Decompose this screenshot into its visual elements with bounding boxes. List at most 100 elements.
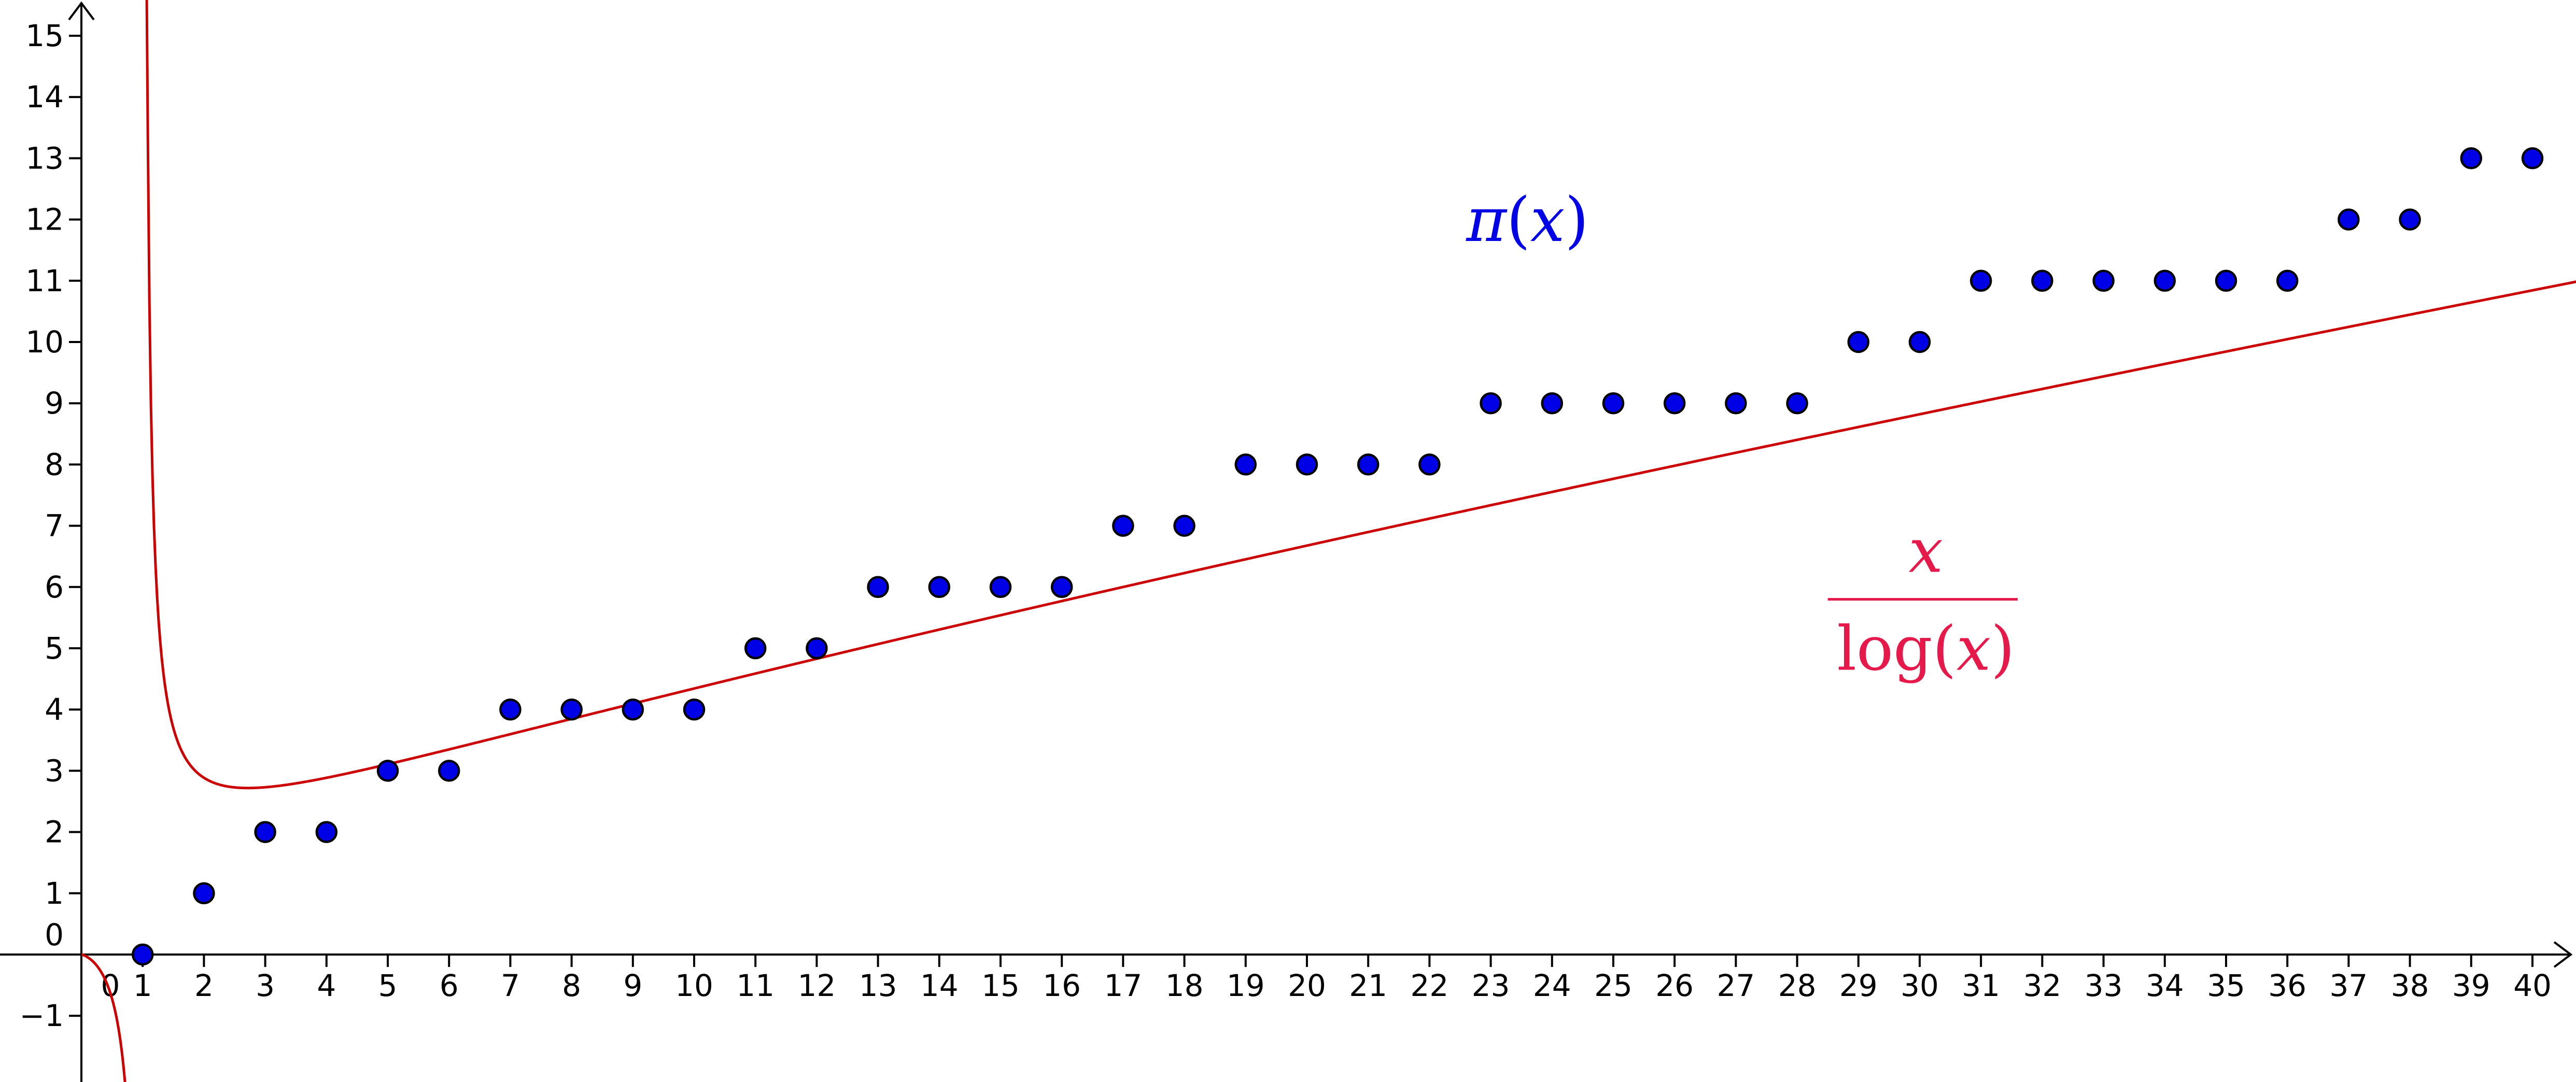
x-tick-label: 20: [1288, 968, 1326, 1003]
y-tick-label: 14: [25, 79, 64, 115]
axis-ticks: 1 2 3 4 5 6 7 8 9 10 11 12 13 14 15 16 17 18 19 20 21 22 23 24 2…: [20, 18, 2552, 1033]
x-tick-label: 3: [256, 968, 275, 1003]
denominator-function: log: [1837, 613, 1932, 684]
pi-open-paren: (: [1507, 184, 1530, 255]
y-tick-label: 7: [45, 508, 64, 544]
x-tick-label: 34: [2146, 968, 2184, 1003]
x-tick-label: 32: [2023, 968, 2061, 1003]
y-tick-label: 1: [45, 876, 64, 911]
data-point: [315, 821, 338, 843]
data-point: [1602, 392, 1625, 415]
data-point: [928, 576, 951, 599]
x-tick-label: 21: [1349, 968, 1387, 1003]
x-tick-label: 11: [736, 968, 775, 1003]
x-tick-label: 18: [1165, 968, 1204, 1003]
data-point: [2460, 147, 2483, 169]
denominator-close-paren: ): [1991, 613, 2015, 684]
data-point: [806, 637, 828, 660]
data-point: [1969, 269, 1992, 292]
curve-layer: [81, 0, 2576, 1082]
data-point: [2092, 269, 2115, 292]
x-tick-label: 31: [1962, 968, 2000, 1003]
x-tick-label: 12: [797, 968, 836, 1003]
denominator-open-paren: (: [1933, 613, 1956, 684]
x-tick-label: 29: [1839, 968, 1878, 1003]
data-point: [1296, 453, 1318, 476]
x-tick-label: 25: [1594, 968, 1632, 1003]
x-tick-label: 37: [2329, 968, 2368, 1003]
data-point: [499, 698, 522, 721]
x-tick-label: 24: [1533, 968, 1571, 1003]
pi-symbol: π: [1465, 184, 1508, 255]
y-tick-label: 3: [45, 753, 64, 788]
pi-close-paren: ): [1565, 184, 1588, 255]
x-tick-label: 6: [440, 968, 459, 1003]
x-tick-label: 33: [2085, 968, 2123, 1003]
data-point: [1173, 515, 1195, 537]
y-axis-arrow: [68, 1, 95, 21]
data-point: [2399, 208, 2421, 231]
x-tick-label: 16: [1043, 968, 1081, 1003]
x-tick-label: 40: [2513, 968, 2552, 1003]
y-tick-label: 8: [45, 447, 64, 482]
curve-branch-right: [145, 0, 2576, 790]
x-tick-label: 17: [1104, 968, 1142, 1003]
x-tick-label: 38: [2391, 968, 2429, 1003]
x-tick-label: 39: [2452, 968, 2490, 1003]
y-tick-label: 15: [25, 18, 64, 53]
data-point: [1418, 453, 1441, 476]
origin-label-x: 0: [101, 968, 120, 1003]
data-point: [438, 760, 460, 782]
y-tick-label: 4: [45, 692, 64, 727]
x-tick-label: 26: [1655, 968, 1694, 1003]
x-tick-label: 7: [501, 968, 520, 1003]
data-point: [560, 698, 583, 721]
y-tick-label: −1: [20, 998, 64, 1033]
data-point: [2215, 269, 2237, 292]
fraction-label: x log(x): [1827, 515, 2018, 684]
x-tick-label: 36: [2268, 968, 2306, 1003]
x-tick-label: 22: [1410, 968, 1448, 1003]
points-layer: [131, 147, 2544, 966]
data-point: [1847, 331, 1870, 353]
data-point: [131, 943, 154, 966]
y-tick-label: 11: [25, 263, 64, 298]
data-point: [1234, 453, 1257, 476]
data-point: [1050, 576, 1073, 599]
x-tick-label: 1: [133, 968, 152, 1003]
data-point: [1541, 392, 1564, 415]
x-tick-label: 27: [1716, 968, 1755, 1003]
data-point: [376, 760, 399, 782]
curve-branch-left: [81, 953, 126, 1082]
fraction-numerator: x: [1909, 515, 1944, 586]
fraction-denominator: log(x): [1837, 613, 2015, 684]
data-point: [989, 576, 1012, 599]
data-point: [1357, 453, 1380, 476]
pi-of-x-label: π(x): [1465, 184, 1588, 255]
origin-label-y: 0: [45, 917, 64, 952]
data-point: [1112, 515, 1134, 537]
data-point: [1908, 331, 1931, 353]
x-tick-label: 28: [1778, 968, 1817, 1003]
data-point: [193, 882, 215, 905]
x-tick-label: 2: [194, 968, 214, 1003]
data-point: [622, 698, 644, 721]
data-point: [1480, 392, 1502, 415]
x-tick-label: 23: [1472, 968, 1510, 1003]
y-tick-label: 6: [45, 570, 64, 605]
y-tick-label: 5: [45, 631, 64, 666]
data-point: [2276, 269, 2299, 292]
y-tick-label: 2: [45, 815, 64, 850]
y-tick-label: 9: [45, 386, 64, 421]
data-point: [867, 576, 889, 599]
data-point: [1786, 392, 1808, 415]
y-tick-label: 10: [25, 324, 64, 360]
data-point: [2153, 269, 2176, 292]
data-point: [1725, 392, 1747, 415]
data-point: [744, 637, 767, 660]
x-tick-label: 10: [675, 968, 713, 1003]
x-tick-label: 14: [920, 968, 959, 1003]
data-point: [1663, 392, 1686, 415]
x-tick-label: 5: [378, 968, 398, 1003]
